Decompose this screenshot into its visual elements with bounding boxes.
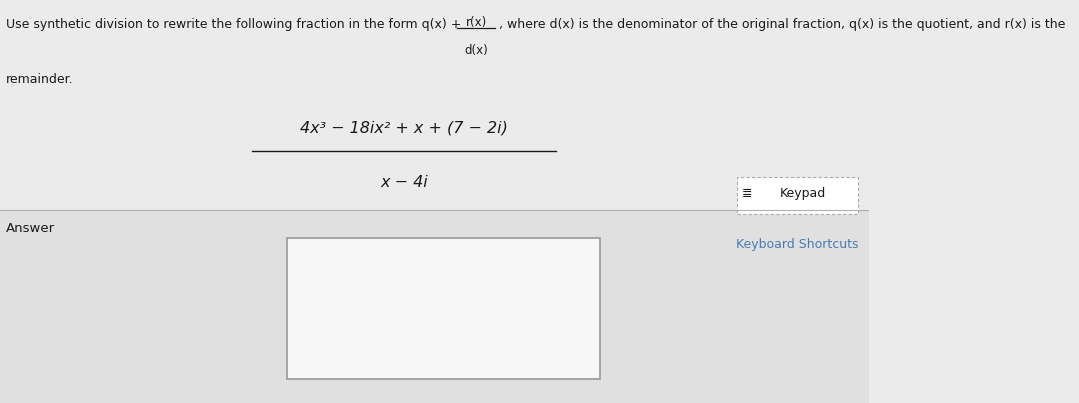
- Text: Keyboard Shortcuts: Keyboard Shortcuts: [736, 238, 859, 251]
- Text: Keypad: Keypad: [780, 187, 827, 200]
- FancyBboxPatch shape: [287, 238, 600, 379]
- Text: Use synthetic division to rewrite the following fraction in the form q(x) +: Use synthetic division to rewrite the fo…: [6, 18, 465, 31]
- Text: remainder.: remainder.: [6, 73, 73, 85]
- Text: , where d(x) is the denominator of the original fraction, q(x) is the quotient, : , where d(x) is the denominator of the o…: [498, 18, 1065, 31]
- Text: x − 4i: x − 4i: [380, 175, 428, 190]
- Bar: [0, 210, 869, 403]
- Bar: [0, 0, 869, 210]
- Text: 4x³ − 18ix² + x + (7 − 2i): 4x³ − 18ix² + x + (7 − 2i): [300, 121, 508, 136]
- Text: r(x): r(x): [465, 16, 487, 29]
- Text: ≣: ≣: [742, 187, 752, 200]
- Text: d(x): d(x): [464, 44, 488, 57]
- Text: Answer: Answer: [6, 222, 55, 235]
- FancyBboxPatch shape: [737, 177, 859, 214]
